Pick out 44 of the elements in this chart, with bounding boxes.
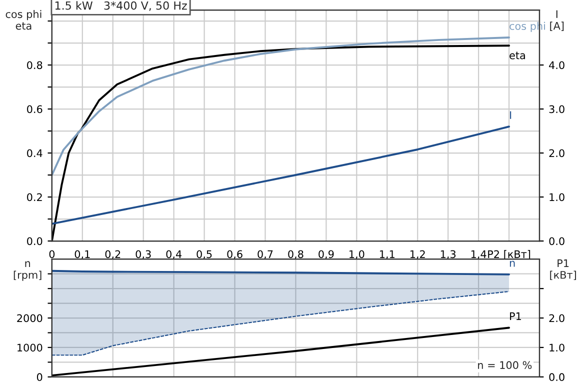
- y2-tick-label: 2.0: [549, 314, 564, 322]
- x-tick-label: 0,4: [166, 250, 182, 260]
- y-axis-title: cos phi eta: [6, 10, 42, 30]
- x-tick-label: 0,5: [196, 250, 212, 260]
- y2-tick-label: 2.0: [549, 149, 564, 158]
- y2-axis-title: P1 [кВт]: [550, 259, 576, 280]
- y-tick-label: 1000: [18, 344, 42, 352]
- line-series: [52, 36, 510, 176]
- y2-tick-label: 0.0: [549, 237, 564, 246]
- x-tick-label: 1,3: [440, 250, 456, 260]
- y2-tick-label: 4.0: [549, 61, 564, 70]
- y-tick-label: 2000: [17, 314, 42, 322]
- x-tick-label: 1,4: [471, 250, 486, 260]
- x-tick-label: 0,3: [136, 250, 151, 260]
- y-tick-label: 0.4: [27, 149, 42, 158]
- y-tick-label: 0: [36, 373, 42, 382]
- y-tick-label: 0.6: [27, 105, 42, 114]
- x-tick-label: 0,9: [318, 250, 334, 260]
- y2-tick-label: 3.0: [549, 105, 564, 114]
- x-tick-label: 0,8: [288, 250, 304, 260]
- series-label: P1: [510, 312, 521, 320]
- x-tick-label: 1,0: [350, 250, 364, 260]
- x-tick-label: 0,2: [105, 250, 120, 260]
- line-series: [52, 290, 510, 356]
- series-label: n: [510, 260, 515, 267]
- y2-axis-title: I [A]: [550, 10, 564, 31]
- series-label: I: [510, 111, 512, 119]
- y2-tick-label: 1.0: [550, 193, 564, 202]
- x-tick-label: 0,6: [227, 250, 242, 260]
- y-tick-label: 0.0: [27, 237, 42, 246]
- x-tick-label: 1,2: [410, 250, 425, 260]
- x-tick-label: 0: [49, 250, 55, 258]
- line-series: [52, 126, 510, 225]
- chart-title: 1.5 kW 3*400 V, 50 Hz: [55, 1, 187, 11]
- annotation: n = 100 %: [478, 361, 532, 370]
- x-tick-label: 0,7: [258, 250, 273, 260]
- x-tick-label: 0,1: [74, 250, 90, 260]
- y2-tick-label: 1.0: [550, 344, 564, 352]
- y-axis-title: n [rpm]: [14, 261, 42, 281]
- series-label: eta: [510, 52, 525, 60]
- y-tick-label: 0.8: [27, 61, 42, 70]
- x-tick-label: 1,1: [380, 250, 394, 260]
- y-tick-label: 0.2: [27, 193, 42, 202]
- y2-tick-label: 0.0: [549, 373, 564, 382]
